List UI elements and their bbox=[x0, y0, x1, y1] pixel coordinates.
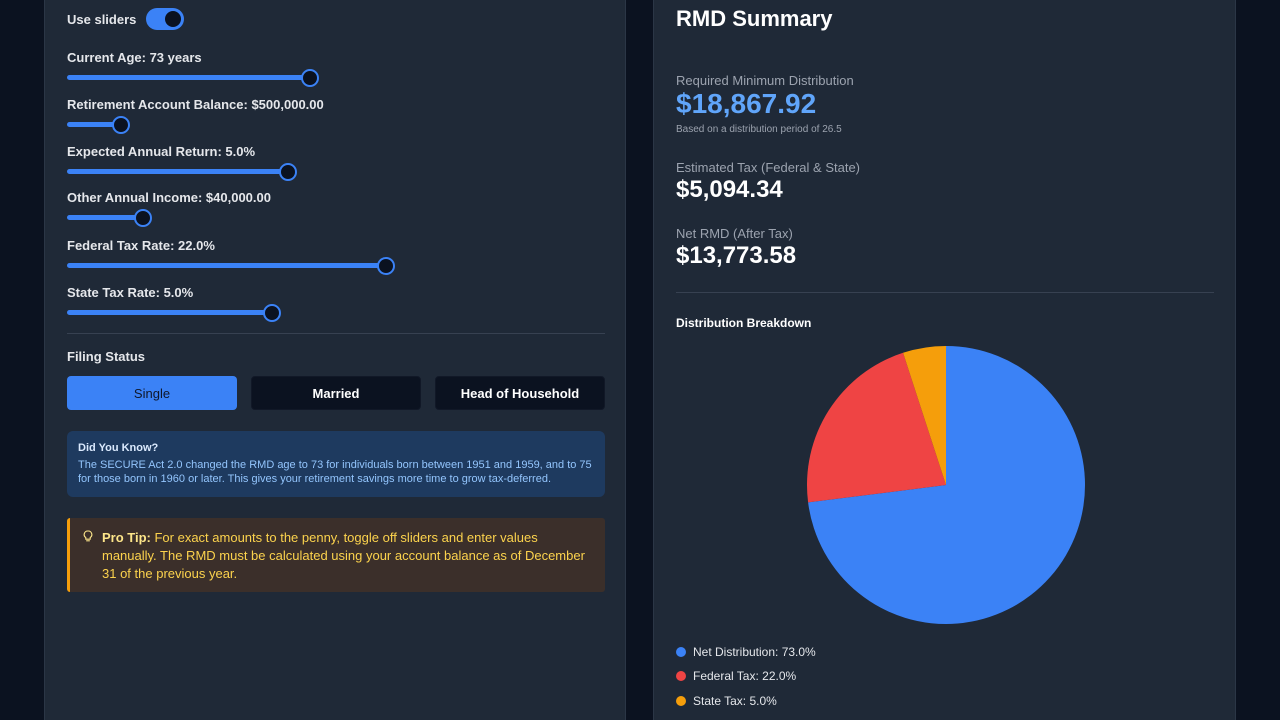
pie-slice-state-tax bbox=[903, 346, 946, 485]
use-sliders-toggle[interactable] bbox=[146, 8, 185, 30]
current-age-label: Current Age: 73 years bbox=[67, 50, 202, 65]
other-income-thumb[interactable] bbox=[134, 209, 152, 227]
state-tax-thumb[interactable] bbox=[263, 304, 281, 322]
toggle-knob bbox=[165, 11, 182, 27]
summary-divider bbox=[676, 292, 1214, 293]
other-income-slider: Other Annual Income: $40,000.00 bbox=[67, 190, 607, 227]
legend-federal-label: Federal Tax: 22.0% bbox=[693, 669, 797, 683]
current-age-slider: Current Age: 73 years bbox=[67, 50, 607, 87]
pie-slice-net-distribution bbox=[808, 346, 1085, 624]
use-sliders-row: Use sliders bbox=[67, 8, 185, 30]
current-age-track[interactable] bbox=[67, 75, 310, 80]
filing-head-of-household-button[interactable]: Head of Household bbox=[435, 376, 605, 410]
tip-text: Pro Tip: For exact amounts to the penny,… bbox=[102, 529, 595, 583]
legend-dot-net bbox=[676, 647, 686, 657]
legend-dot-state bbox=[676, 696, 686, 706]
account-balance-track[interactable] bbox=[67, 122, 121, 127]
account-balance-label: Retirement Account Balance: $500,000.00 bbox=[67, 97, 324, 112]
account-balance-thumb[interactable] bbox=[112, 116, 130, 134]
current-age-thumb[interactable] bbox=[301, 69, 319, 87]
state-tax-label: State Tax Rate: 5.0% bbox=[67, 285, 194, 300]
info-text: The SECURE Act 2.0 changed the RMD age t… bbox=[78, 459, 592, 485]
distribution-breakdown-title: Distribution Breakdown bbox=[676, 316, 812, 330]
annual-return-thumb[interactable] bbox=[279, 163, 297, 181]
tax-value: $5,094.34 bbox=[676, 176, 783, 203]
federal-tax-track[interactable] bbox=[67, 263, 386, 268]
tip-strong: Pro Tip: bbox=[102, 530, 151, 545]
section-divider bbox=[67, 333, 605, 334]
calculator-inputs-panel: Use sliders Current Age: 73 years Retire… bbox=[44, 0, 626, 720]
rmd-summary-panel: RMD Summary Required Minimum Distributio… bbox=[653, 0, 1236, 720]
tip-body: For exact amounts to the penny, toggle o… bbox=[102, 530, 585, 581]
net-rmd-value: $13,773.58 bbox=[676, 242, 797, 269]
annual-return-slider: Expected Annual Return: 5.0% bbox=[67, 144, 607, 181]
legend-state-tax: State Tax: 5.0% bbox=[676, 694, 777, 708]
annual-return-label: Expected Annual Return: 5.0% bbox=[67, 144, 256, 159]
did-you-know-box: Did You Know? The SECURE Act 2.0 changed… bbox=[67, 431, 605, 497]
legend-federal-tax: Federal Tax: 22.0% bbox=[676, 669, 796, 683]
net-rmd-label: Net RMD (After Tax) bbox=[676, 226, 793, 241]
federal-tax-label: Federal Tax Rate: 22.0% bbox=[67, 238, 215, 253]
legend-net-label: Net Distribution: 73.0% bbox=[693, 645, 816, 659]
rmd-summary-title: RMD Summary bbox=[676, 6, 833, 31]
info-title: Did You Know? bbox=[78, 442, 159, 454]
annual-return-track[interactable] bbox=[67, 169, 288, 174]
use-sliders-label: Use sliders bbox=[67, 11, 137, 27]
federal-tax-slider: Federal Tax Rate: 22.0% bbox=[67, 238, 607, 275]
other-income-track[interactable] bbox=[67, 215, 143, 220]
filing-status-label: Filing Status bbox=[67, 349, 145, 364]
rmd-label: Required Minimum Distribution bbox=[676, 73, 854, 88]
legend-state-label: State Tax: 5.0% bbox=[693, 694, 777, 708]
filing-married-button[interactable]: Married bbox=[251, 376, 421, 410]
distribution-pie-chart bbox=[807, 346, 1085, 624]
state-tax-track[interactable] bbox=[67, 310, 272, 315]
lightbulb-icon bbox=[83, 530, 93, 546]
account-balance-slider: Retirement Account Balance: $500,000.00 bbox=[67, 97, 607, 134]
tax-label: Estimated Tax (Federal & State) bbox=[676, 160, 861, 175]
state-tax-slider: State Tax Rate: 5.0% bbox=[67, 285, 607, 322]
federal-tax-thumb[interactable] bbox=[377, 257, 395, 275]
legend-net-distribution: Net Distribution: 73.0% bbox=[676, 645, 816, 659]
legend-dot-federal bbox=[676, 671, 686, 681]
pro-tip-box: Pro Tip: For exact amounts to the penny,… bbox=[67, 518, 605, 592]
pie-slice-federal-tax bbox=[807, 352, 946, 503]
filing-single-button[interactable]: Single bbox=[67, 376, 237, 410]
rmd-value: $18,867.92 bbox=[676, 88, 817, 119]
other-income-label: Other Annual Income: $40,000.00 bbox=[67, 190, 271, 205]
rmd-note: Based on a distribution period of 26.5 bbox=[676, 124, 842, 135]
